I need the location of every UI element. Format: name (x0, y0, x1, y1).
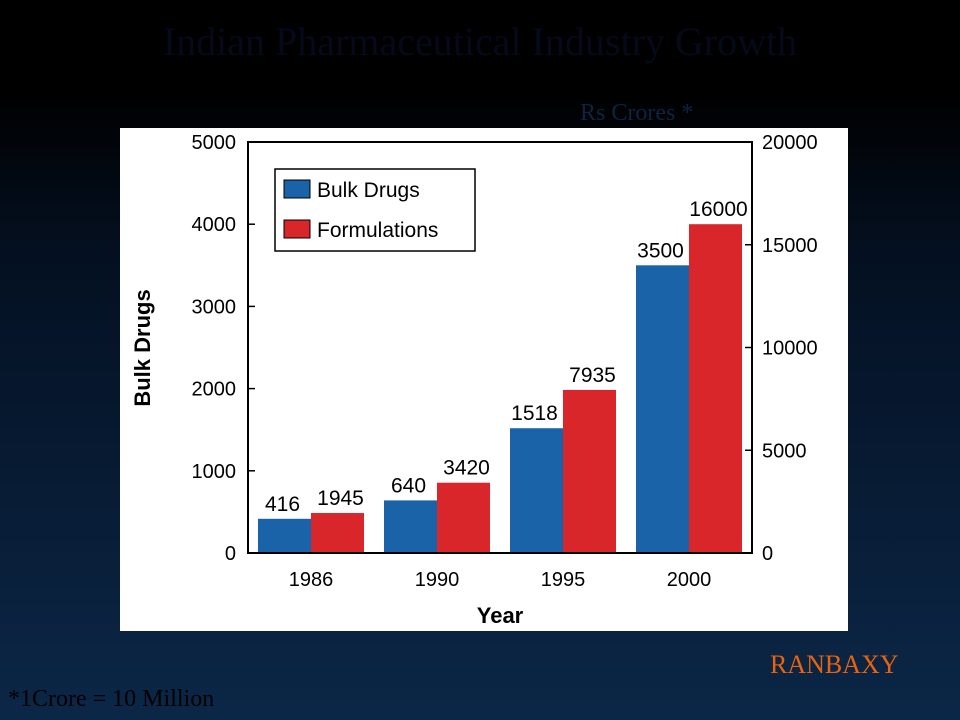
bar-formulations-1990 (437, 482, 490, 553)
bar-formulations-1995 (563, 389, 616, 553)
data-label-bulk-drugs-2000: 3500 (637, 239, 684, 262)
legend-swatch-bulk-drugs (283, 179, 311, 199)
bar-bulk-drugs-1990 (384, 500, 437, 553)
data-label-bulk-drugs-1986: 416 (265, 493, 300, 516)
left-tick-label: 3000 (192, 296, 237, 318)
bar-formulations-1986 (311, 513, 364, 553)
left-axis-ticks: 0 1000 2000 3000 4000 5000 (192, 132, 255, 565)
bar-formulations-2000 (689, 224, 742, 553)
data-label-formulations-1995: 7935 (569, 364, 616, 387)
legend-label-formulations: Formulations (317, 219, 438, 242)
right-tick-label: 15000 (762, 235, 818, 257)
y-axis-title: Bulk Drugs (130, 289, 155, 406)
x-tick-label-1995: 1995 (541, 569, 586, 591)
title-bar: Indian Pharmaceutical Industry Growth (0, 0, 960, 98)
bar-bulk-drugs-2000 (636, 265, 689, 553)
left-tick-label: 5000 (192, 132, 237, 154)
left-tick-label: 2000 (192, 379, 237, 401)
data-label-bulk-drugs-1995: 1518 (511, 402, 558, 425)
data-label-bulk-drugs-1990: 640 (391, 474, 426, 497)
right-tick-label: 0 (762, 543, 773, 565)
data-label-formulations-1986: 1945 (317, 487, 364, 510)
right-axis-ticks: 0 5000 10000 15000 20000 (745, 132, 818, 565)
left-tick-label: 0 (225, 543, 236, 565)
x-tick-label-1990: 1990 (415, 569, 460, 591)
chart-panel: 416 1945 640 3420 1518 7935 3500 16000 0 1000 200… (120, 128, 848, 631)
x-tick-label-1986: 1986 (289, 569, 334, 591)
bar-bulk-drugs-1995 (510, 428, 563, 553)
left-tick-label: 4000 (192, 214, 237, 236)
data-label-formulations-1990: 3420 (443, 457, 490, 480)
data-label-formulations-2000: 16000 (689, 198, 747, 221)
x-axis-title: Year (477, 603, 524, 628)
legend-label-bulk-drugs: Bulk Drugs (317, 179, 420, 202)
bar-bulk-drugs-1986 (258, 518, 311, 553)
chart-marks (258, 224, 742, 553)
x-tick-label-2000: 2000 (667, 569, 712, 591)
right-tick-label: 5000 (762, 440, 807, 462)
right-tick-label: 10000 (762, 338, 818, 360)
right-tick-label: 20000 (762, 132, 818, 154)
brand-logo-text: RANBAXY (770, 650, 899, 679)
legend: Bulk Drugs Formulations (274, 168, 476, 252)
legend-swatch-formulations (283, 219, 311, 239)
x-axis-ticks: 1986 1990 1995 2000 (289, 569, 712, 591)
left-tick-label: 1000 (192, 461, 237, 483)
footnote: *1Crore = 10 Million (8, 686, 215, 712)
slide-title: Indian Pharmaceutical Industry Growth (162, 19, 798, 64)
unit-label: Rs Crores * (580, 100, 694, 126)
